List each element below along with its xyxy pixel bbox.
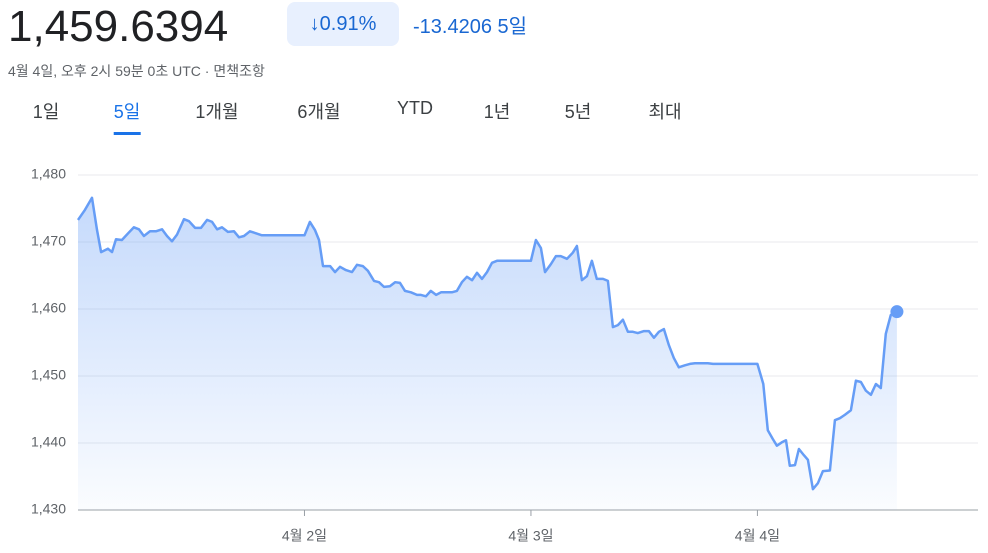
down-arrow: ↓ — [309, 12, 320, 35]
change-percent-badge: ↓ 0.91% — [287, 2, 399, 46]
y-tick-label: 1,450 — [31, 367, 66, 383]
x-tick-label: 4월 2일 — [282, 528, 327, 544]
y-tick-label: 1,480 — [31, 166, 66, 182]
range-tabs: 1일 5일 1개월 6개월 YTD 1년 5년 최대 — [0, 98, 988, 138]
range-tab[interactable]: 5일 — [113, 98, 141, 135]
line — [76, 196, 898, 491]
range-tab[interactable]: YTD — [397, 98, 433, 118]
price: 1,459.6394 — [8, 2, 229, 51]
area — [78, 197, 897, 511]
y-tick-label: 1,470 — [31, 233, 66, 249]
y-tick-label: 1,460 — [31, 300, 66, 316]
y-tick-label: 1,430 — [31, 501, 66, 517]
range-tab[interactable]: 최대 — [648, 102, 682, 122]
change-value: -13.4206 — [413, 16, 492, 38]
timestamp: 4월 4일, 오후 2시 59분 0초 UTC · 면책조항 — [8, 63, 265, 79]
change-percent: 0.91% — [319, 12, 377, 35]
range-tab[interactable]: 6개월 — [297, 102, 341, 122]
x-tick-label: 4월 3일 — [508, 528, 553, 544]
change: -13.4206 5일 — [413, 10, 527, 39]
change-period: 5일 — [497, 16, 528, 38]
range-tab[interactable]: 1일 — [32, 102, 60, 122]
y-tick-label: 1,440 — [31, 434, 66, 450]
last-point — [890, 305, 904, 319]
x-tick-label: 4월 4일 — [735, 528, 780, 544]
range-tab[interactable]: 1개월 — [195, 102, 239, 122]
range-tab[interactable]: 5년 — [564, 102, 592, 122]
range-tab[interactable]: 1년 — [483, 102, 511, 122]
